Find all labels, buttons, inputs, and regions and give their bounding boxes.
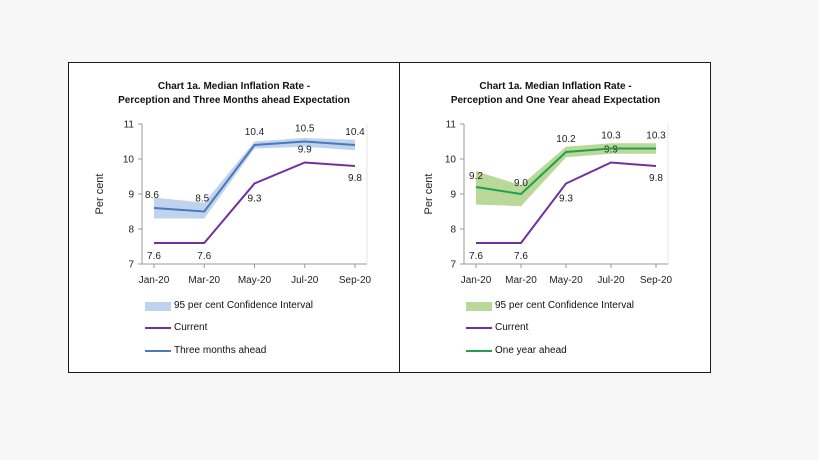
x-tick-label: Jan-20 bbox=[461, 275, 492, 286]
line-chart-one-year: 7 8 9 10 11 Jan-20 Mar-20 May-20 Jul-20 Sep-20 Per… bbox=[423, 120, 673, 287]
legend-label: 95 per cent Confidence Interval bbox=[174, 300, 313, 311]
y-tick-label: 9 bbox=[450, 190, 456, 201]
current-data-label: 9.9 bbox=[298, 145, 312, 156]
y-tick-label: 8 bbox=[450, 225, 456, 236]
current-data-label: 7.6 bbox=[147, 251, 161, 262]
expectation-data-label: 10.4 bbox=[345, 127, 365, 138]
expectation-data-label: 10.3 bbox=[601, 131, 621, 142]
expectation-data-label: 10.5 bbox=[295, 124, 315, 135]
y-tick-label: 7 bbox=[128, 260, 134, 271]
legend-swatch-current bbox=[145, 327, 171, 329]
current-data-label: 7.6 bbox=[197, 251, 211, 262]
line-chart-three-months: 7 8 9 10 11 Jan-20 Mar-20 May-20 Jul-20 Sep-20 Per… bbox=[94, 120, 372, 287]
expectation-series-line bbox=[475, 147, 656, 196]
current-data-label: 9.8 bbox=[649, 173, 663, 184]
expectation-data-label: 8.5 bbox=[195, 194, 209, 205]
y-axis-label: Per cent bbox=[94, 174, 106, 215]
legend-swatch-expectation bbox=[466, 350, 492, 352]
charts-frame: Chart 1a. Median Inflation Rate - Percep… bbox=[68, 62, 711, 373]
x-tick-label: May-20 bbox=[238, 275, 272, 286]
current-series-line bbox=[476, 161, 657, 244]
chart-panel-three-months: Chart 1a. Median Inflation Rate - Percep… bbox=[69, 63, 399, 372]
panel-divider bbox=[399, 63, 400, 372]
y-axis-label: Per cent bbox=[423, 174, 435, 215]
y-tick-label: 7 bbox=[450, 260, 456, 271]
current-data-label: 9.9 bbox=[604, 145, 618, 156]
legend-label: One year ahead bbox=[495, 345, 567, 356]
expectation-data-label: 10.4 bbox=[245, 127, 265, 138]
legend-label: 95 per cent Confidence Interval bbox=[495, 300, 634, 311]
y-tick-label: 11 bbox=[124, 120, 135, 131]
legend-swatch-band bbox=[145, 302, 171, 311]
chart-panel-one-year: Chart 1a. Median Inflation Rate - Percep… bbox=[400, 63, 711, 372]
x-tick-label: Sep-20 bbox=[640, 275, 673, 286]
current-series-line bbox=[154, 161, 356, 244]
x-tick-label: May-20 bbox=[549, 275, 583, 286]
y-tick-label: 9 bbox=[128, 190, 134, 201]
y-tick-label: 11 bbox=[446, 120, 457, 131]
y-tick-label: 8 bbox=[128, 225, 134, 236]
expectation-data-label: 8.6 bbox=[145, 190, 159, 201]
x-tick-label: Jan-20 bbox=[139, 275, 170, 286]
legend-swatch-expectation bbox=[145, 350, 171, 352]
current-data-label: 9.8 bbox=[348, 173, 362, 184]
chart-title-line1: Chart 1a. Median Inflation Rate - bbox=[479, 81, 632, 92]
expectation-data-label: 10.2 bbox=[556, 134, 576, 145]
confidence-interval-band bbox=[154, 138, 355, 219]
y-tick-label: 10 bbox=[445, 155, 457, 166]
chart-title-line1: Chart 1a. Median Inflation Rate - bbox=[157, 81, 311, 92]
legend-label: Three months ahead bbox=[174, 345, 267, 356]
expectation-series-line bbox=[153, 140, 356, 213]
legend-swatch-band bbox=[466, 302, 492, 311]
legend-swatch-current bbox=[466, 327, 492, 329]
current-data-label: 7.6 bbox=[469, 251, 483, 262]
x-tick-label: Mar-20 bbox=[505, 275, 537, 286]
confidence-interval-band bbox=[476, 143, 656, 207]
chart-title-line2: Perception and One Year ahead Expectatio… bbox=[450, 95, 661, 106]
expectation-data-label: 10.3 bbox=[646, 131, 666, 142]
expectation-data-label: 9.0 bbox=[514, 178, 528, 189]
current-data-label: 7.6 bbox=[514, 251, 528, 262]
x-tick-label: Mar-20 bbox=[188, 275, 220, 286]
x-tick-label: Jul-20 bbox=[597, 275, 625, 286]
legend-label: Current bbox=[174, 322, 208, 333]
y-tick-label: 10 bbox=[123, 155, 135, 166]
legend-label: Current bbox=[495, 322, 529, 333]
expectation-data-label: 9.2 bbox=[469, 171, 483, 182]
current-data-label: 9.3 bbox=[559, 194, 573, 205]
chart-title-line2: Perception and Three Months ahead Expect… bbox=[118, 95, 350, 106]
x-tick-label: Sep-20 bbox=[339, 275, 372, 286]
x-tick-label: Jul-20 bbox=[291, 275, 319, 286]
current-data-label: 9.3 bbox=[248, 194, 262, 205]
